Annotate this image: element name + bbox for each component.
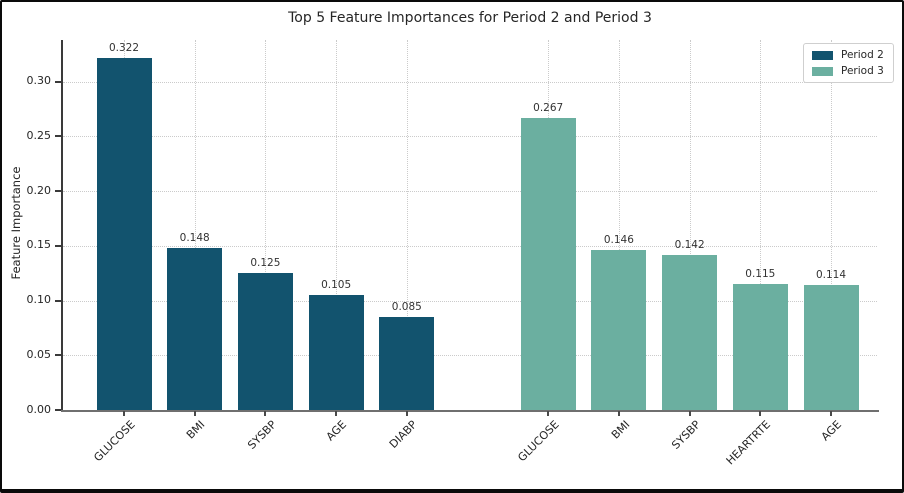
bar-value-label: 0.105	[321, 279, 352, 292]
x-tick	[193, 411, 196, 416]
y-tick-label: 0.10	[26, 293, 52, 307]
x-gridline	[265, 40, 267, 410]
x-tick	[335, 411, 338, 416]
legend-item-period3: Period 3	[812, 65, 884, 77]
bar-value-label: 0.148	[179, 231, 210, 244]
plot-area: 0.00 0.05 0.10 0.15 0.20 0.25 0.30 0.322 GLUCOSE…	[27, 40, 879, 467]
bar-value-label: 0.142	[674, 238, 705, 251]
y-tick	[55, 354, 61, 357]
y-gridline	[63, 300, 877, 302]
y-gridline	[63, 81, 877, 83]
x-gridline	[406, 40, 408, 410]
legend: Period 2 Period 3	[803, 43, 894, 83]
x-category-label: DIABP	[387, 418, 421, 451]
bar-period3-age	[803, 285, 859, 410]
legend-label-period2: Period 2	[841, 49, 884, 61]
bar-period2-sysbp	[237, 273, 293, 410]
x-category-label: AGE	[818, 418, 845, 444]
legend-swatch-period2	[812, 50, 833, 60]
x-tick	[688, 411, 691, 416]
x-tick	[617, 411, 620, 416]
bar-period2-age	[308, 295, 364, 410]
bar-value-label: 0.267	[533, 101, 564, 114]
y-tick	[55, 409, 61, 411]
x-gridline	[336, 40, 338, 410]
x-category-label: BMI	[184, 418, 208, 442]
y-tick-label: 0.00	[26, 402, 52, 416]
y-gridline	[63, 245, 877, 247]
y-tick	[55, 80, 61, 83]
legend-swatch-period3	[812, 66, 833, 76]
legend-label-period3: Period 3	[841, 65, 884, 77]
y-tick	[55, 135, 61, 138]
x-category-label: HEARTRTE	[724, 418, 774, 468]
y-tick-label: 0.15	[26, 238, 52, 252]
bar-period2-glucose	[96, 57, 152, 410]
bar-period2-diabp	[379, 316, 435, 410]
x-tick	[123, 411, 125, 416]
x-tick	[759, 411, 762, 416]
x-category-label: SYSBP	[668, 418, 703, 452]
x-category-label: GLUCOSE	[515, 418, 562, 465]
x-gridline	[689, 40, 691, 410]
y-tick-label: 0.20	[26, 183, 52, 197]
y-gridline	[63, 191, 877, 193]
y-tick-label: 0.05	[26, 347, 52, 361]
bar-period3-bmi	[591, 250, 647, 410]
y-axis-label: Feature Importance	[9, 166, 23, 280]
bar-value-label: 0.115	[745, 268, 776, 281]
bar-period3-glucose	[520, 117, 576, 410]
x-gridline	[831, 40, 832, 410]
bar-value-label: 0.114	[815, 269, 847, 282]
x-gridline	[760, 40, 762, 410]
x-category-label: SYSBP	[244, 418, 279, 452]
chart-title: Top 5 Feature Importances for Period 2 a…	[288, 10, 652, 26]
x-axis-spine	[61, 410, 879, 412]
bar-period3-heartrte	[732, 284, 788, 410]
x-gridline	[194, 40, 196, 410]
y-tick	[55, 299, 61, 302]
y-tick-label: 0.25	[26, 128, 52, 142]
legend-item-period2: Period 2	[812, 49, 884, 61]
x-gridline	[618, 40, 620, 410]
bar-value-label: 0.125	[250, 257, 281, 270]
y-tick	[55, 244, 61, 247]
x-tick	[264, 411, 267, 416]
bar-period3-sysbp	[662, 254, 718, 410]
x-tick	[830, 411, 832, 416]
x-tick	[547, 411, 550, 416]
y-axis-spine	[61, 40, 63, 412]
bar-value-label: 0.322	[108, 41, 140, 54]
y-tick-label: 0.30	[26, 74, 52, 88]
y-gridline	[63, 136, 877, 138]
bar-value-label: 0.085	[391, 300, 422, 313]
bar-value-label: 0.146	[603, 234, 634, 247]
x-category-label: GLUCOSE	[90, 418, 138, 465]
y-tick	[55, 190, 61, 193]
bar-period2-bmi	[167, 247, 223, 410]
x-category-label: BMI	[608, 418, 633, 442]
y-gridline	[63, 355, 877, 357]
x-tick	[405, 411, 408, 416]
x-category-label: AGE	[323, 418, 350, 444]
